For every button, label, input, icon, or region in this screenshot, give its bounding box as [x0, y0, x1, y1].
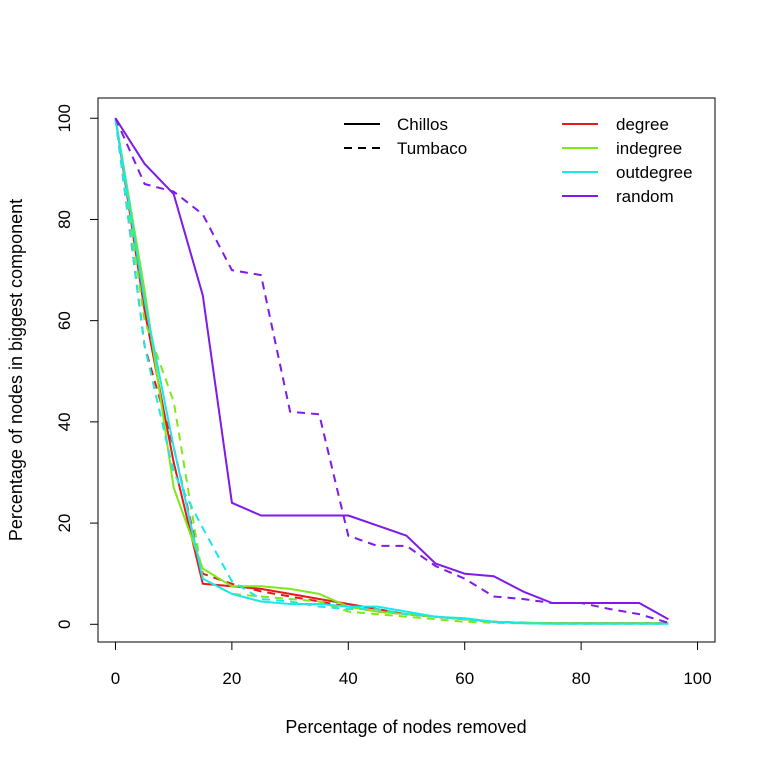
- x-tick-label: 60: [455, 669, 474, 688]
- series-line-indegree-tumbaco: [114, 118, 669, 625]
- y-tick-label: 0: [55, 620, 74, 629]
- x-tick-label: 40: [339, 669, 358, 688]
- y-tick-label: 80: [55, 210, 74, 229]
- y-axis-label: Percentage of nodes in biggest component: [6, 199, 26, 541]
- legend-label-outdegree: outdegree: [616, 163, 693, 182]
- x-tick-label: 20: [222, 669, 241, 688]
- legend-label-random: random: [616, 187, 674, 206]
- legend-label-chillos: Chillos: [397, 115, 448, 134]
- series-line-random-chillos: [114, 117, 669, 621]
- y-axis: 0 20 40 60 80 100: [55, 104, 99, 629]
- legend-label-indegree: indegree: [616, 139, 682, 158]
- legend-label-degree: degree: [616, 115, 669, 134]
- x-tick-label: 0: [111, 669, 120, 688]
- y-tick-label: 100: [55, 104, 74, 132]
- legend-color: degree indegree outdegree random: [562, 115, 693, 206]
- x-axis: 0 20 40 60 80 100: [111, 641, 712, 688]
- x-tick-label: 100: [683, 669, 711, 688]
- x-tick-label: 80: [572, 669, 591, 688]
- series-layer: [114, 117, 669, 625]
- y-tick-label: 20: [55, 514, 74, 533]
- series-line-outdegree-tumbaco: [114, 118, 669, 625]
- legend-label-tumbaco: Tumbaco: [397, 139, 467, 158]
- x-axis-label: Percentage of nodes removed: [285, 717, 526, 737]
- legend-linetype: Chillos Tumbaco: [344, 115, 467, 158]
- y-tick-label: 40: [55, 412, 74, 431]
- y-tick-label: 60: [55, 311, 74, 330]
